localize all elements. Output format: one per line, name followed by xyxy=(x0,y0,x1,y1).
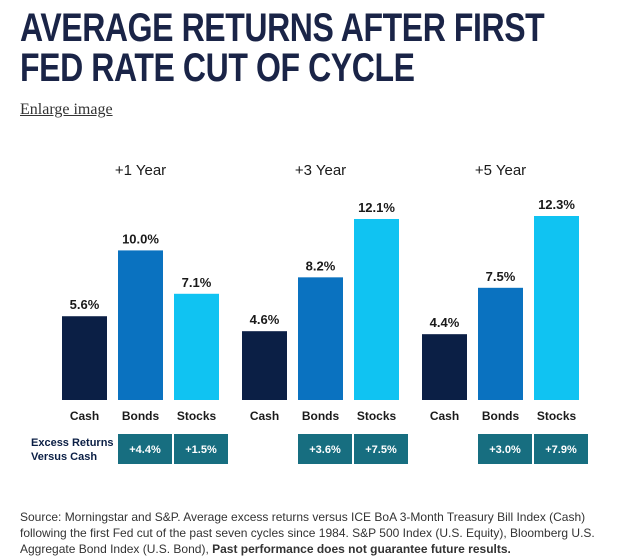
data-label: 4.6% xyxy=(250,312,280,327)
excess-value: +4.4% xyxy=(129,444,161,456)
enlarge-image-link[interactable]: Enlarge image xyxy=(20,101,113,118)
headline-line-2: FED RATE CUT OF CYCLE xyxy=(20,46,415,90)
category-label: Cash xyxy=(430,409,459,423)
excess-box xyxy=(298,434,352,464)
category-label: Cash xyxy=(250,409,279,423)
excess-label-line-2: Versus Cash xyxy=(31,451,97,463)
bar-bonds xyxy=(298,277,343,400)
excess-box xyxy=(478,434,532,464)
excess-label-line-1: Excess Returns xyxy=(31,437,114,449)
bar-stocks xyxy=(534,216,579,400)
bar-cash xyxy=(62,316,107,400)
group-label: +5 Year xyxy=(475,162,526,179)
excess-value: +7.5% xyxy=(365,444,397,456)
category-label: Stocks xyxy=(357,409,397,423)
excess-label-box xyxy=(21,434,117,464)
data-label: 5.6% xyxy=(70,297,100,312)
category-label: Bonds xyxy=(122,409,160,423)
data-label: 12.3% xyxy=(538,197,575,212)
group-label: +3 Year xyxy=(295,162,346,179)
category-label: Cash xyxy=(70,409,99,423)
data-label: 7.1% xyxy=(182,275,212,290)
data-label: 7.5% xyxy=(486,269,516,284)
excess-value: +1.5% xyxy=(185,444,217,456)
excess-value: +3.6% xyxy=(309,444,341,456)
returns-bar-chart: +1 Year 5.6% Cash 10.0% Bonds 7.1% Stocks +4.4%… xyxy=(21,162,588,464)
source-text: Source: Morningstar and S&P. Average exc… xyxy=(20,510,595,556)
excess-box xyxy=(534,434,588,464)
category-label: Bonds xyxy=(302,409,340,423)
category-label: Stocks xyxy=(177,409,217,423)
bar-stocks xyxy=(174,293,219,400)
category-label: Stocks xyxy=(537,409,577,423)
bar-stocks xyxy=(354,218,399,400)
excess-box xyxy=(174,434,228,464)
data-label: 8.2% xyxy=(306,258,336,273)
bar-cash xyxy=(242,331,287,400)
group-label: +1 Year xyxy=(115,162,166,179)
excess-box xyxy=(118,434,172,464)
bar-cash xyxy=(422,334,467,400)
source-disclaimer: Past performance does not guarantee futu… xyxy=(212,542,511,556)
excess-box xyxy=(354,434,408,464)
category-label: Bonds xyxy=(482,409,520,423)
bar-bonds xyxy=(478,287,523,400)
headline-line-1: AVERAGE RETURNS AFTER FIRST xyxy=(20,6,545,50)
bar-bonds xyxy=(118,250,163,400)
chart-panel: +1 Year 5.6% Cash 10.0% Bonds 7.1% Stocks +4.4%… xyxy=(18,140,618,474)
data-label: 4.4% xyxy=(430,315,460,330)
headline: AVERAGE RETURNS AFTER FIRST FED RATE CUT… xyxy=(20,6,545,90)
excess-value: +3.0% xyxy=(489,444,521,456)
excess-value: +7.9% xyxy=(545,444,577,456)
source-note: Source: Morningstar and S&P. Average exc… xyxy=(20,509,620,557)
data-label: 10.0% xyxy=(122,231,159,246)
data-label: 12.1% xyxy=(358,200,395,215)
